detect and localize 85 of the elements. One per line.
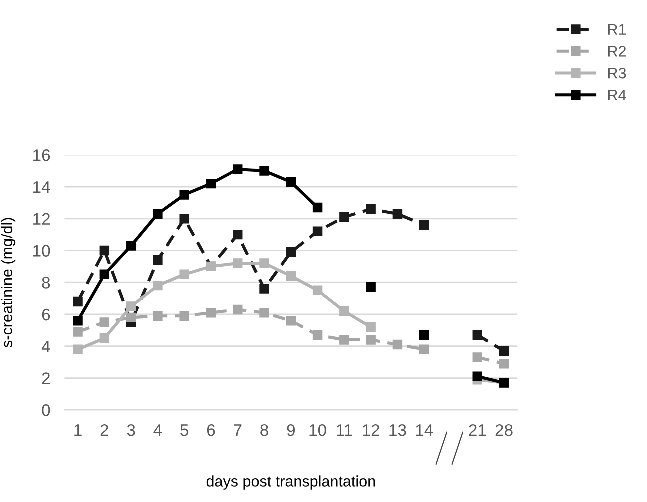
point [419,330,430,340]
x-tick-label: 6 [207,424,216,436]
point [180,311,190,321]
x-tick-label: 13 [390,424,406,436]
legend-label: R4 [608,90,626,101]
point [153,280,163,291]
x-tick-label: 9 [287,424,295,436]
y-tick-label: 4 [42,340,50,352]
point [233,304,243,315]
y-tick-label: 16 [34,150,50,162]
x-tick-label: 10 [310,424,326,436]
point [340,212,350,222]
x-tick-label: 12 [363,424,380,436]
point [260,284,270,294]
point [180,190,190,200]
x-tick-label: 11 [337,424,352,436]
point [499,346,510,356]
x-tick-label: 3 [127,424,136,436]
y-tick-label: 12 [34,213,50,225]
point [312,202,323,213]
point [73,327,83,337]
point [260,166,270,176]
point [366,335,376,345]
point [499,359,510,369]
y-tick-label: 0 [42,404,50,416]
point [312,330,323,340]
y-tick-label: 6 [42,308,50,321]
x-tick-label: 8 [260,424,268,436]
point [286,271,296,282]
y-tick-label: 14 [34,182,50,194]
point [286,177,296,188]
y-tick-label: 2 [42,372,50,384]
x-tick-label: 7 [234,424,242,436]
point [180,214,190,224]
legend-label: R3 [608,68,626,79]
point [419,220,430,230]
point [126,312,136,323]
point [73,316,83,326]
point [206,308,216,318]
point [366,282,376,292]
x-tick-label: 1 [74,424,82,436]
point [180,270,190,280]
point [100,334,110,344]
x-tick-label: 28 [496,424,513,436]
point [472,352,482,362]
point [312,226,323,236]
point [233,230,243,240]
legend-label: R2 [608,46,626,57]
legend-label: R1 [608,24,626,35]
point [126,241,136,251]
y-axis-title: s-creatinine (mg/dl) [1,218,16,348]
point [340,306,350,316]
point [73,344,83,354]
point [260,308,270,318]
point [126,302,136,312]
y-tick-label: 8 [42,277,50,289]
x-tick-label: 5 [180,424,189,436]
point [73,296,83,307]
point [100,270,110,280]
point [100,246,110,256]
y-tick-label: 10 [34,245,50,257]
point [419,344,430,354]
point [233,164,243,174]
x-axis-title: days post transplantation [206,476,376,490]
point [153,311,163,321]
point [340,335,350,345]
point [153,255,163,266]
point [286,247,296,258]
x-tick-label: 14 [416,424,434,436]
point [472,330,482,340]
point [286,316,296,326]
point [260,258,270,268]
point [366,322,376,332]
x-tick-label: 21 [469,424,486,436]
point [233,258,243,268]
point [472,372,482,382]
point [100,318,110,328]
point [392,340,403,350]
point [312,286,323,296]
x-tick-label: 2 [100,424,108,436]
point [206,178,216,189]
point [392,209,403,219]
point [153,209,163,219]
point [366,204,376,214]
x-tick-label: 4 [154,424,162,436]
